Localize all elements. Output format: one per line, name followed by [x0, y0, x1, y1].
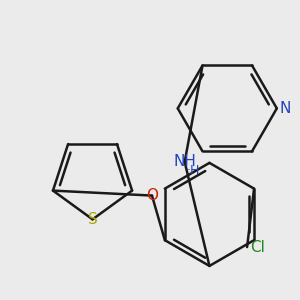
Text: N: N	[280, 101, 291, 116]
Text: Cl: Cl	[250, 240, 265, 255]
Text: S: S	[88, 212, 98, 227]
Text: NH: NH	[173, 154, 196, 169]
Text: ·H: ·H	[187, 164, 200, 177]
Text: O: O	[146, 188, 158, 203]
